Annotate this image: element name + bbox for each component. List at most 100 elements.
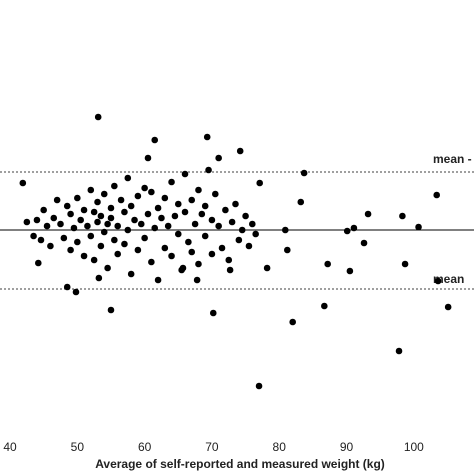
point — [209, 309, 217, 317]
point — [185, 238, 192, 246]
point — [255, 382, 263, 390]
point — [208, 250, 216, 258]
point — [195, 260, 202, 268]
point — [104, 220, 111, 228]
point — [74, 194, 81, 202]
x-tick-label: 90 — [340, 440, 354, 454]
point — [151, 224, 159, 232]
point — [84, 222, 91, 230]
point — [151, 136, 159, 144]
point — [114, 222, 122, 230]
point — [94, 218, 101, 226]
point — [60, 234, 68, 242]
point — [401, 260, 409, 268]
annotation: mean - — [433, 152, 472, 166]
point — [252, 230, 259, 238]
point — [191, 220, 199, 228]
point — [161, 194, 169, 202]
point — [222, 206, 229, 214]
point — [201, 232, 209, 240]
point — [284, 246, 291, 254]
point — [238, 226, 246, 234]
point — [297, 198, 305, 206]
point — [19, 179, 27, 187]
point — [215, 222, 222, 230]
point — [57, 220, 64, 228]
point — [90, 208, 98, 216]
point — [198, 210, 206, 218]
point — [97, 212, 105, 220]
point — [67, 246, 74, 254]
point — [154, 204, 162, 212]
point — [444, 303, 452, 311]
point — [193, 276, 201, 284]
point — [111, 236, 118, 244]
point — [148, 258, 155, 266]
point — [80, 252, 88, 260]
point — [144, 154, 152, 162]
point — [211, 190, 219, 198]
point — [117, 196, 125, 204]
point — [80, 206, 88, 214]
point — [168, 252, 175, 260]
point — [208, 216, 216, 224]
point — [395, 347, 403, 355]
point — [121, 240, 128, 248]
point — [263, 264, 271, 272]
point — [215, 154, 222, 162]
point — [107, 214, 115, 222]
point — [218, 244, 226, 252]
point — [94, 113, 102, 121]
point — [434, 277, 442, 285]
point — [30, 232, 37, 240]
point — [124, 226, 132, 234]
point — [87, 186, 95, 194]
point — [343, 227, 351, 235]
point — [364, 210, 372, 218]
point — [33, 216, 41, 224]
point — [174, 230, 182, 238]
point — [100, 228, 108, 236]
point — [47, 242, 54, 250]
point — [415, 223, 422, 231]
point — [161, 244, 169, 252]
point — [360, 239, 368, 247]
point — [226, 266, 234, 274]
point — [63, 283, 71, 291]
x-axis-label: Average of self-reported and measured we… — [95, 457, 385, 471]
point — [225, 256, 233, 264]
point — [74, 238, 81, 246]
point — [134, 192, 142, 200]
x-tick-label: 50 — [71, 440, 85, 454]
point — [195, 186, 202, 194]
point — [111, 182, 118, 190]
point — [281, 226, 289, 234]
point — [104, 264, 111, 272]
x-tick-label: 70 — [205, 440, 219, 454]
point — [127, 270, 135, 278]
point — [181, 170, 189, 178]
point — [346, 267, 354, 275]
x-tick-label: 40 — [3, 440, 17, 454]
point — [164, 222, 172, 230]
point — [321, 302, 328, 310]
point — [90, 256, 98, 264]
point — [94, 198, 101, 206]
point — [324, 260, 331, 268]
point — [144, 210, 152, 218]
point — [171, 212, 179, 220]
point — [127, 202, 135, 210]
point — [256, 179, 264, 187]
point — [178, 266, 185, 274]
point — [181, 208, 189, 216]
point — [174, 200, 182, 208]
point — [107, 204, 115, 212]
point — [141, 184, 148, 192]
point — [70, 224, 78, 232]
point — [23, 218, 31, 226]
point — [141, 234, 148, 242]
point — [97, 242, 105, 250]
point — [205, 166, 212, 174]
point — [242, 212, 249, 220]
